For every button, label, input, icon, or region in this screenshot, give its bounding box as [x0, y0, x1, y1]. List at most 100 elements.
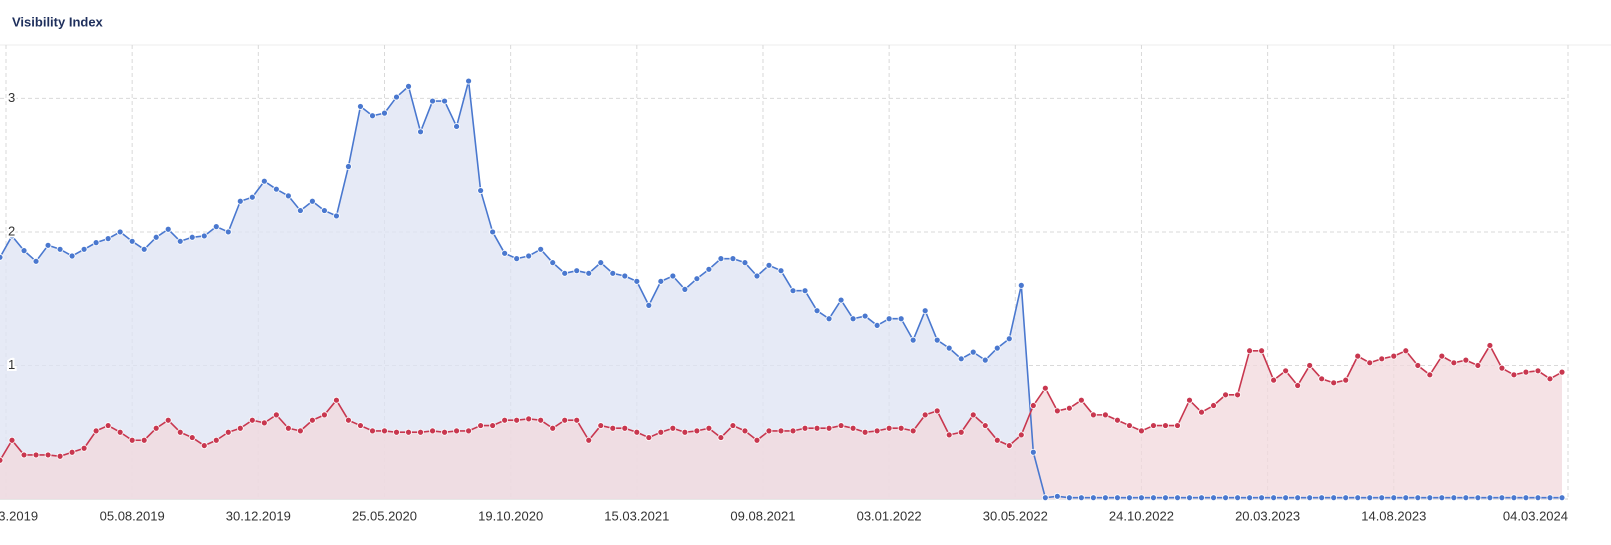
- x-tick-label: 20.03.2023: [1235, 508, 1300, 523]
- data-point: [765, 261, 773, 269]
- data-point: [525, 252, 533, 260]
- data-point: [993, 344, 1001, 352]
- data-point: [1486, 342, 1494, 349]
- data-point: [441, 97, 448, 105]
- data-point: [1114, 494, 1121, 502]
- x-tick-label: 14.08.2023: [1361, 508, 1426, 523]
- data-point: [1390, 494, 1398, 502]
- data-point: [92, 239, 100, 247]
- data-point: [1546, 494, 1554, 502]
- data-point: [1450, 494, 1458, 502]
- data-point: [669, 272, 677, 280]
- data-point: [933, 336, 941, 344]
- y-tick-label: 1: [8, 357, 15, 372]
- data-point: [381, 109, 388, 117]
- data-point: [20, 247, 28, 255]
- data-point: [164, 225, 172, 233]
- data-point: [477, 422, 485, 429]
- data-point: [333, 396, 340, 404]
- data-point: [729, 422, 737, 429]
- data-point: [284, 424, 292, 432]
- data-point: [981, 356, 989, 364]
- data-point: [345, 163, 352, 170]
- data-point: [236, 424, 244, 432]
- data-point: [1462, 356, 1470, 364]
- y-tick-label: 2: [8, 223, 15, 238]
- data-point: [573, 416, 581, 424]
- data-point: [609, 269, 617, 277]
- data-point: [945, 431, 953, 439]
- data-point: [1558, 368, 1566, 376]
- data-point: [1378, 494, 1386, 502]
- data-point: [260, 419, 268, 427]
- data-point: [1126, 494, 1133, 502]
- data-point: [1210, 402, 1217, 409]
- x-tick-label: 15.03.2021: [604, 508, 669, 523]
- data-point: [597, 259, 605, 267]
- data-point: [837, 296, 845, 304]
- data-point: [933, 407, 941, 415]
- data-point: [1474, 494, 1482, 502]
- data-point: [1282, 367, 1290, 375]
- x-tick-label: 30.05.2022: [983, 508, 1048, 523]
- data-point: [1186, 494, 1193, 502]
- data-point: [176, 237, 184, 245]
- data-point: [417, 428, 424, 436]
- data-point: [609, 424, 617, 432]
- data-point: [1065, 404, 1073, 412]
- data-point: [1077, 494, 1085, 502]
- data-point: [585, 436, 593, 444]
- data-point: [465, 427, 472, 435]
- data-point: [212, 436, 220, 444]
- data-point: [260, 177, 268, 185]
- data-point: [152, 233, 160, 241]
- data-point: [465, 77, 472, 85]
- data-point: [8, 232, 16, 240]
- data-point: [56, 245, 64, 253]
- data-point: [308, 416, 316, 424]
- data-point: [1162, 494, 1169, 502]
- data-point: [284, 192, 292, 200]
- data-point: [248, 416, 256, 424]
- data-point: [1126, 422, 1133, 429]
- data-point: [681, 285, 689, 293]
- data-point: [1258, 494, 1266, 502]
- data-point: [1186, 396, 1193, 404]
- data-point: [1150, 494, 1157, 502]
- data-point: [1366, 359, 1374, 367]
- data-point: [369, 427, 376, 435]
- data-point: [501, 249, 509, 257]
- x-tick-label: 25.05.2020: [352, 508, 417, 523]
- x-tick-label: 30.12.2019: [226, 508, 291, 523]
- data-point: [1246, 347, 1253, 355]
- data-point: [1342, 376, 1350, 384]
- data-point: [1366, 494, 1374, 502]
- data-point: [1234, 391, 1241, 399]
- data-point: [633, 428, 641, 436]
- data-point: [741, 427, 749, 435]
- data-point: [248, 193, 256, 201]
- data-point: [849, 424, 857, 432]
- data-point: [1426, 371, 1434, 379]
- data-point: [549, 259, 557, 267]
- data-point: [357, 422, 364, 429]
- data-point: [921, 307, 929, 315]
- data-point: [1330, 379, 1338, 387]
- data-point: [1138, 494, 1145, 502]
- data-point: [116, 428, 124, 436]
- data-point: [753, 436, 761, 444]
- data-point: [717, 255, 725, 263]
- data-point: [957, 428, 965, 436]
- data-point: [1102, 494, 1109, 502]
- data-point: [405, 82, 412, 90]
- data-point: [945, 344, 953, 352]
- data-point: [1306, 494, 1314, 502]
- data-point: [1330, 494, 1338, 502]
- data-point: [56, 452, 64, 460]
- data-point: [873, 322, 881, 329]
- data-point: [453, 427, 460, 435]
- data-point: [321, 207, 328, 214]
- data-point: [188, 233, 196, 241]
- data-point: [1089, 411, 1097, 419]
- data-point: [1438, 352, 1446, 360]
